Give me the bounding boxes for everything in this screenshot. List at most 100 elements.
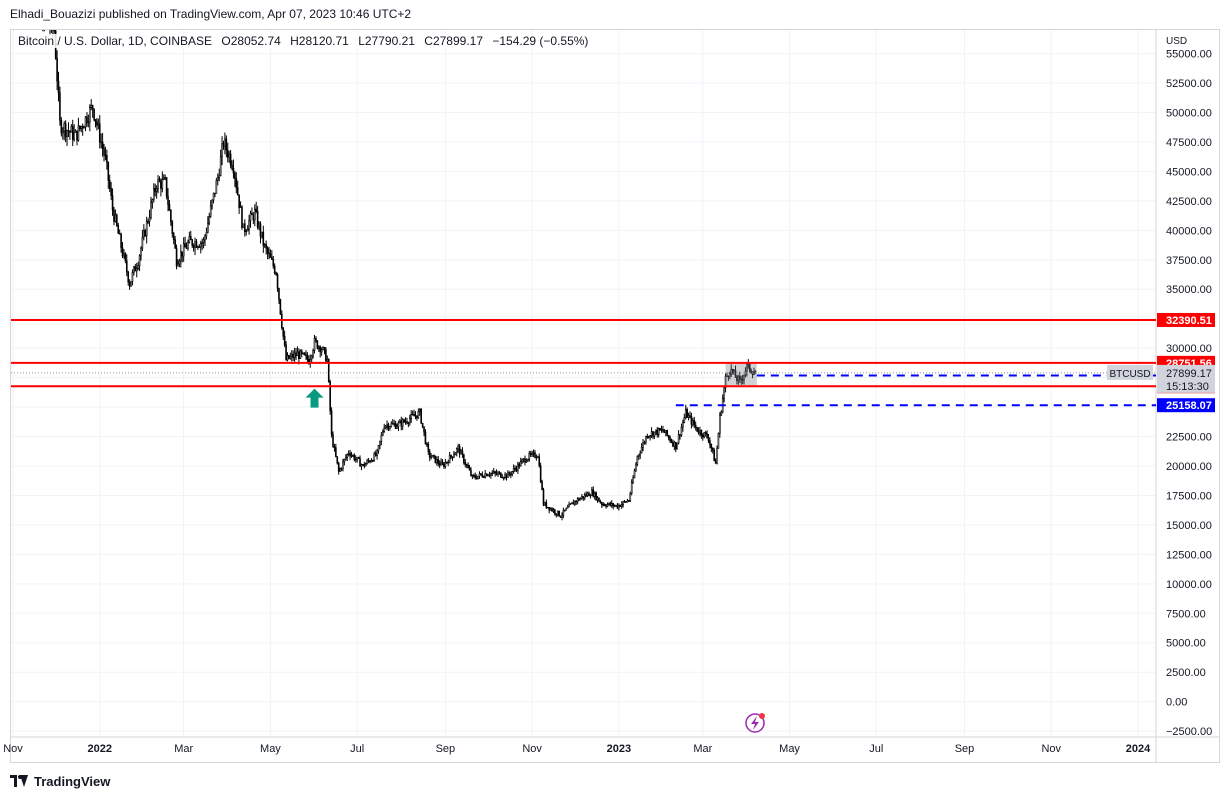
symbol-tag-bg bbox=[1107, 364, 1153, 380]
candle-body bbox=[249, 212, 252, 221]
candle-body bbox=[482, 476, 485, 478]
candle-body bbox=[236, 187, 239, 196]
candle-body bbox=[130, 281, 132, 287]
candle-body bbox=[121, 247, 124, 257]
candle-body bbox=[118, 233, 121, 235]
candle-body bbox=[224, 138, 226, 147]
candle-body bbox=[579, 497, 582, 501]
candle-body bbox=[77, 125, 80, 141]
candle-body bbox=[364, 463, 367, 467]
candle-body bbox=[276, 274, 279, 289]
candle-body bbox=[86, 116, 88, 124]
time-tick-label: Mar bbox=[174, 743, 193, 755]
candle-body bbox=[389, 426, 391, 429]
candle-body bbox=[471, 474, 474, 477]
candle-body bbox=[450, 454, 452, 457]
candle-body bbox=[652, 431, 654, 437]
candle-body bbox=[428, 451, 431, 458]
candle-body bbox=[720, 411, 723, 416]
time-tick-label: Nov bbox=[1041, 743, 1061, 755]
candle-body bbox=[97, 123, 100, 126]
candle-body bbox=[477, 475, 479, 480]
candle-body bbox=[572, 502, 575, 505]
candle-body bbox=[354, 458, 357, 461]
candle-body bbox=[305, 354, 307, 356]
candle-body bbox=[134, 266, 137, 272]
candle-body bbox=[150, 202, 152, 218]
price-tick-label: 35000.00 bbox=[1166, 284, 1212, 296]
candle-body bbox=[423, 426, 425, 433]
candle-body bbox=[289, 356, 292, 359]
time-tick-label: May bbox=[779, 743, 800, 755]
candle-body bbox=[635, 463, 637, 471]
candle-body bbox=[554, 509, 556, 514]
candle-body bbox=[610, 503, 613, 506]
candle-body bbox=[454, 452, 457, 456]
candle-body bbox=[525, 460, 528, 463]
candle-body bbox=[559, 515, 562, 518]
candle-body bbox=[532, 452, 535, 454]
candle-body bbox=[549, 508, 552, 511]
candle-body bbox=[667, 435, 670, 438]
candle-body bbox=[312, 350, 314, 357]
candle-body bbox=[340, 468, 343, 470]
candle-body bbox=[113, 209, 115, 222]
candle-body bbox=[529, 453, 532, 456]
last-price-tag-bg bbox=[1157, 364, 1215, 393]
candle-body bbox=[447, 461, 450, 464]
candle-body bbox=[711, 447, 714, 451]
candle-body bbox=[740, 378, 742, 381]
candle-body bbox=[335, 447, 337, 457]
candle-body bbox=[268, 252, 270, 255]
candle-body bbox=[241, 206, 243, 228]
candle-body bbox=[74, 130, 77, 133]
candle-body bbox=[319, 346, 322, 353]
candle-body bbox=[637, 454, 640, 457]
candle-body bbox=[117, 225, 120, 234]
candle-body bbox=[40, 0, 41, 17]
time-tick-label: Nov bbox=[3, 743, 23, 755]
candle-body bbox=[566, 506, 569, 509]
candle-body bbox=[534, 452, 536, 458]
time-tick-label: Jul bbox=[869, 743, 883, 755]
lightning-icon-bolt bbox=[751, 716, 759, 730]
candle-body bbox=[581, 496, 583, 499]
candle-body bbox=[350, 455, 353, 457]
candle-body bbox=[544, 502, 546, 506]
candle-body bbox=[165, 177, 168, 197]
candle-body bbox=[403, 419, 405, 423]
candle-body bbox=[302, 352, 304, 355]
candle-body bbox=[349, 452, 351, 457]
candle-body bbox=[387, 424, 390, 429]
candle-body bbox=[44, 14, 45, 28]
candle-body bbox=[734, 370, 737, 378]
candle-body bbox=[468, 467, 471, 471]
price-tick-label: 20000.00 bbox=[1166, 461, 1212, 473]
candle-body bbox=[153, 188, 155, 200]
candle-body bbox=[145, 221, 148, 237]
candle-body bbox=[528, 453, 531, 460]
time-tick-label: Sep bbox=[436, 743, 456, 755]
candle-body bbox=[690, 415, 693, 425]
candle-body bbox=[345, 457, 347, 460]
candle-body bbox=[660, 429, 663, 431]
candle-body bbox=[410, 413, 413, 419]
candle-body bbox=[650, 431, 653, 436]
candle-body bbox=[133, 266, 135, 273]
candle-body bbox=[595, 492, 597, 501]
candle-body bbox=[545, 502, 548, 508]
candle-body bbox=[199, 242, 202, 248]
candle-body bbox=[61, 130, 64, 134]
candle-body bbox=[571, 502, 573, 505]
candle-body bbox=[583, 494, 586, 499]
candle-body bbox=[374, 453, 377, 456]
candle-body bbox=[288, 354, 290, 359]
price-tick-label: −2500.00 bbox=[1166, 726, 1212, 738]
candle-body bbox=[256, 211, 259, 228]
candle-body bbox=[337, 462, 340, 472]
candle-body bbox=[212, 192, 215, 201]
candle-body bbox=[103, 148, 105, 156]
candle-body bbox=[723, 387, 725, 399]
candle-body bbox=[463, 454, 465, 463]
